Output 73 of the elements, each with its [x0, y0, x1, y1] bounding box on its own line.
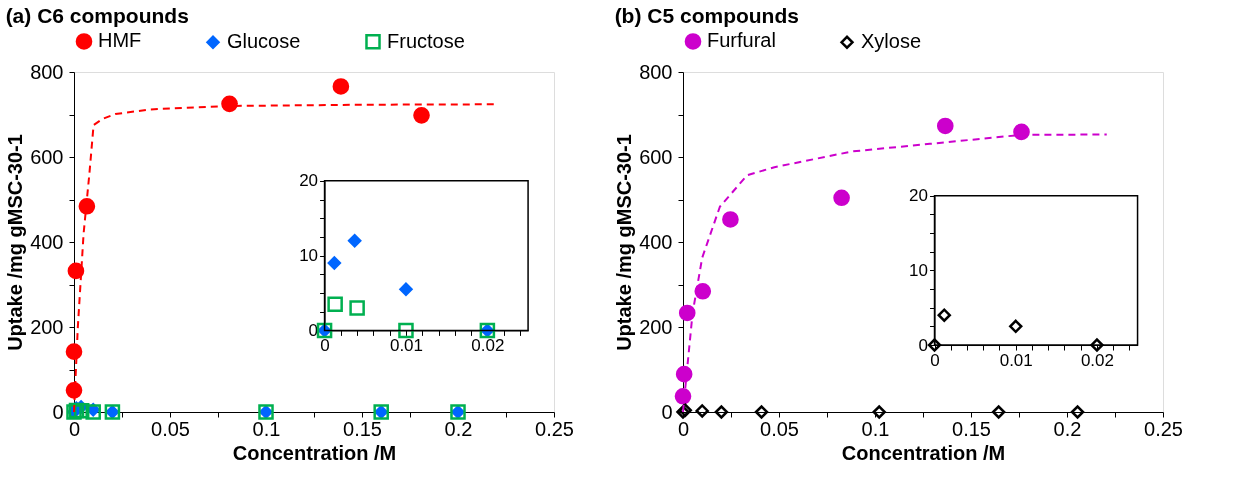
point — [65, 343, 83, 360]
point — [695, 404, 709, 418]
point — [327, 296, 343, 312]
y-tick-label: 0 — [661, 400, 673, 423]
point — [1009, 319, 1023, 334]
legend-label: Fructose — [387, 29, 465, 52]
point — [754, 405, 769, 419]
x-axis-title: Concentration /M — [232, 441, 397, 464]
y-tick-label: 600 — [639, 145, 673, 168]
x-axis-title: Concentration /M — [841, 441, 1006, 464]
y-tick-label: 0 — [308, 320, 319, 340]
point — [1070, 405, 1085, 419]
legend-label: HMF — [98, 29, 142, 52]
y-tick-label: 400 — [30, 230, 64, 253]
x-tick-label: 0.1 — [861, 417, 890, 440]
point — [694, 282, 712, 300]
y-tick-label: 0 — [52, 400, 64, 423]
point — [833, 189, 850, 207]
point — [927, 338, 942, 352]
y-axis-title: Uptake /mg gMSC-30-1 — [613, 134, 636, 351]
point — [398, 322, 414, 339]
point — [1013, 123, 1030, 141]
y-tick-label: 800 — [30, 60, 64, 83]
y-tick-label: 200 — [639, 315, 673, 338]
x-tick-label: 0.2 — [1053, 417, 1082, 440]
y-tick-label: 10 — [909, 260, 929, 280]
point — [67, 262, 85, 280]
x-tick-label: 0.1 — [252, 417, 281, 440]
point — [399, 282, 413, 296]
x-tick-label: 0.02 — [1080, 350, 1114, 370]
chart-title: (b) C5 compounds — [614, 4, 799, 27]
x-tick-label: 0.05 — [151, 417, 190, 440]
point — [722, 211, 739, 228]
y-tick-label: 20 — [299, 171, 319, 191]
x-tick-label: 0.25 — [535, 417, 574, 440]
point — [349, 300, 365, 316]
point — [413, 107, 430, 124]
x-tick-label: 0.01 — [999, 350, 1033, 370]
y-tick-label: 200 — [30, 315, 64, 338]
point — [674, 387, 692, 405]
y-tick-label: 800 — [639, 60, 673, 83]
x-tick-label: 0.01 — [389, 335, 424, 355]
point — [936, 117, 954, 135]
x-tick-label: 0.15 — [952, 417, 991, 440]
y-tick-label: 600 — [30, 145, 64, 168]
point — [78, 197, 96, 215]
x-tick-label: 0.05 — [760, 417, 799, 440]
y-axis-title: Uptake /mg gMSC-30-1 — [4, 134, 27, 351]
legend-label: Glucose — [227, 30, 301, 53]
point — [347, 233, 362, 248]
point — [675, 365, 693, 383]
chart-title: (a) C6 compounds — [5, 4, 189, 27]
point — [65, 382, 83, 399]
point — [991, 405, 1006, 419]
y-tick-label: 20 — [909, 186, 929, 206]
y-tick-label: 10 — [299, 246, 319, 266]
point — [937, 308, 951, 322]
point — [1090, 338, 1104, 352]
y-tick-label: 400 — [639, 230, 673, 253]
point — [872, 405, 886, 419]
point — [678, 304, 696, 322]
x-tick-label: 0 — [68, 417, 81, 440]
x-tick-label: 0.2 — [444, 417, 473, 440]
point — [714, 405, 729, 419]
x-tick-label: 0.02 — [471, 335, 505, 355]
legend-label: Furfural — [707, 29, 776, 52]
x-tick-label: 0.25 — [1144, 417, 1183, 440]
point — [327, 256, 342, 270]
point — [332, 78, 350, 95]
point — [221, 95, 238, 113]
x-tick-label: 0.15 — [343, 417, 382, 440]
x-tick-label: 0 — [677, 417, 690, 440]
legend-label: Xylose — [861, 30, 922, 53]
